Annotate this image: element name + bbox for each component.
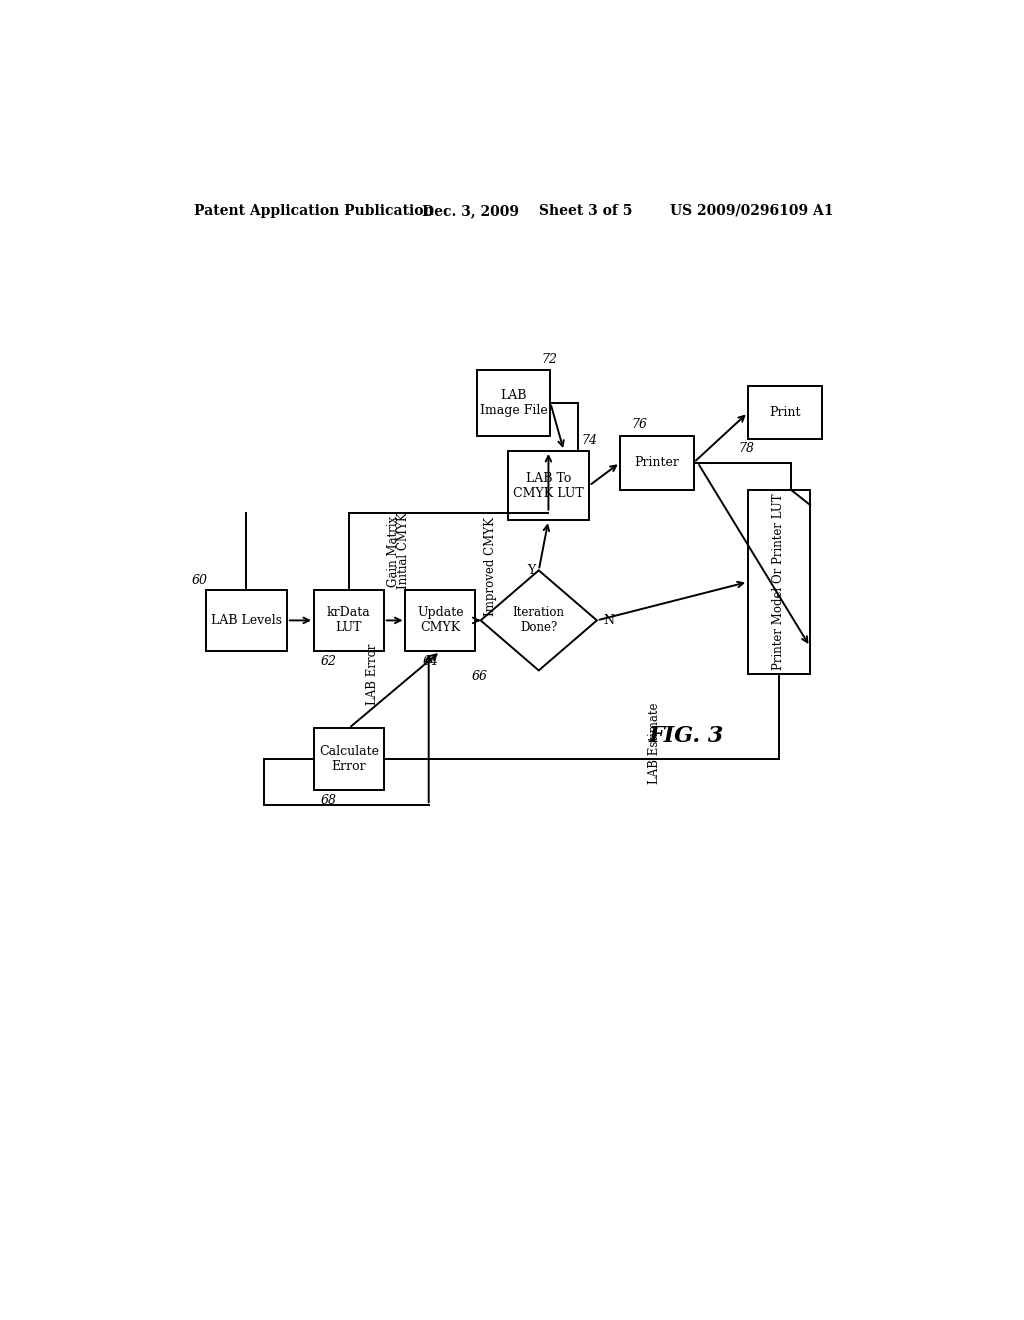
Text: 78: 78 (738, 442, 755, 455)
Text: Sheet 3 of 5: Sheet 3 of 5 (539, 203, 632, 218)
Text: Print: Print (769, 407, 801, 418)
Text: Y: Y (527, 564, 536, 577)
Text: Printer: Printer (635, 455, 679, 469)
Bar (748, 490, 810, 675)
Bar (406, 590, 475, 651)
Text: Initial CMYK: Initial CMYK (396, 512, 410, 590)
Text: N: N (603, 614, 614, 627)
Text: LAB Levels: LAB Levels (211, 614, 282, 627)
Text: 68: 68 (321, 795, 336, 807)
Polygon shape (480, 570, 597, 671)
Bar (748, 385, 821, 440)
Text: Calculate
Error: Calculate Error (318, 744, 379, 774)
Text: 66: 66 (471, 671, 487, 684)
Text: Update
CMYK: Update CMYK (417, 606, 464, 635)
Text: 76: 76 (632, 418, 648, 432)
Text: US 2009/0296109 A1: US 2009/0296109 A1 (671, 203, 834, 218)
Text: Printer Model Or Printer LUT: Printer Model Or Printer LUT (772, 494, 785, 671)
Text: Gain Matrix: Gain Matrix (387, 516, 400, 586)
Text: krData
LUT: krData LUT (327, 606, 371, 635)
Bar (508, 451, 589, 520)
Bar (314, 590, 384, 651)
Text: LAB To
CMYK LUT: LAB To CMYK LUT (513, 471, 584, 500)
Bar (477, 370, 550, 436)
Text: Dec. 3, 2009: Dec. 3, 2009 (423, 203, 519, 218)
Bar (206, 590, 287, 651)
Text: 60: 60 (191, 574, 208, 587)
Text: 72: 72 (541, 352, 557, 366)
Text: LAB Estimate: LAB Estimate (648, 702, 662, 784)
Text: FIG. 3: FIG. 3 (648, 725, 724, 747)
Text: 62: 62 (321, 656, 336, 668)
Bar (314, 729, 384, 789)
Text: LAB Error: LAB Error (366, 644, 379, 705)
Text: 64: 64 (423, 656, 438, 668)
Text: 74: 74 (582, 434, 597, 446)
Text: LAB
Image File: LAB Image File (479, 389, 548, 417)
Text: Iteration
Done?: Iteration Done? (513, 606, 565, 635)
Text: Patent Application Publication: Patent Application Publication (194, 203, 433, 218)
Bar (621, 436, 693, 490)
Text: Improved CMYK: Improved CMYK (484, 517, 498, 616)
